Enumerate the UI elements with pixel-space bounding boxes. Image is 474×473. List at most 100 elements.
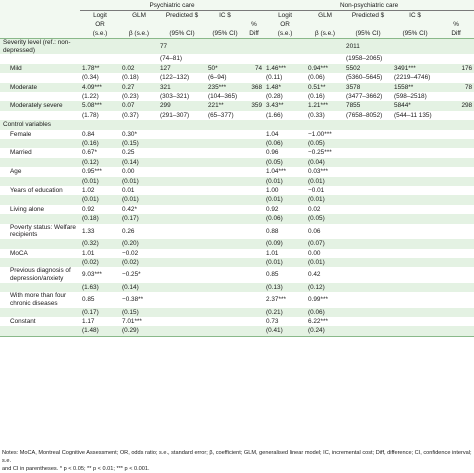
psych-glm-cell: 0.00 bbox=[120, 167, 158, 177]
psych-glm-cell bbox=[120, 120, 158, 130]
psych-predicted-cell bbox=[158, 148, 206, 158]
psych-logit-cell bbox=[80, 38, 120, 55]
nonpsych-logit-cell: 3.43** bbox=[264, 101, 307, 111]
nonpsych-logit-cell: (0.41) bbox=[264, 326, 307, 337]
table-row: (1.63) (0.14) (0.13) (0.12) bbox=[0, 282, 474, 293]
psych-glm-cell: (0.01) bbox=[120, 176, 158, 187]
table-row: (0.02) (0.02) (0.01) (0.01) bbox=[0, 257, 474, 268]
table-row: (0.01) (0.01) (0.01) (0.01) bbox=[0, 176, 474, 187]
psych-ic-cell: 221** bbox=[206, 101, 244, 111]
nonpsych-diff-cell bbox=[438, 167, 474, 177]
psych-predicted-cell: 77 bbox=[158, 38, 206, 55]
nonpsych-diff-cell bbox=[438, 292, 474, 308]
row-label: Married bbox=[0, 148, 80, 158]
psych-predicted-cell bbox=[158, 139, 206, 149]
nonpsych-glm-cell bbox=[306, 38, 345, 55]
psych-ic-cell bbox=[206, 307, 244, 317]
nonpsych-diff-header: Diff bbox=[438, 29, 474, 39]
psych-diff-cell bbox=[244, 73, 265, 83]
psych-ic-cell bbox=[206, 239, 244, 249]
table-row: (74–81) (1958–2065) bbox=[0, 54, 474, 64]
nonpsych-ic-cell: (544–11 135) bbox=[392, 110, 439, 121]
psych-diff-cell bbox=[244, 282, 265, 293]
psych-ic-cell bbox=[206, 139, 244, 149]
psych-logit-cell: (0.01) bbox=[80, 176, 120, 187]
psych-diff-cell bbox=[244, 195, 265, 205]
nonpsych-diff-cell: 78 bbox=[438, 82, 474, 93]
psych-predicted-cell bbox=[158, 267, 206, 283]
psych-ic-cell bbox=[206, 316, 244, 327]
psych-glm-cell: (0.37) bbox=[120, 110, 158, 121]
nonpsych-ic-cell bbox=[392, 282, 439, 293]
nonpsych-logit-cell: (0.01) bbox=[264, 195, 307, 205]
nonpsych-logit-cell bbox=[264, 120, 307, 130]
row-label: Living alone bbox=[0, 204, 80, 215]
nonpsych-predicted-header: Predicted $ bbox=[344, 10, 393, 20]
nonpsych-glm-cell: 0.94*** bbox=[306, 63, 345, 74]
nonpsych-predicted-cell bbox=[344, 326, 393, 337]
psych-predicted-cell bbox=[158, 316, 206, 327]
nonpsych-logit-cell: 1.01 bbox=[264, 248, 307, 258]
nonpsych-predicted-cell: 3578 bbox=[344, 82, 393, 93]
psych-predicted-cell bbox=[158, 223, 206, 240]
nonpsych-predicted-cell bbox=[344, 195, 393, 205]
psych-logit-cell: 0.84 bbox=[80, 129, 120, 140]
nonpsych-ic-cell bbox=[392, 139, 439, 149]
nonpsych-logit-cell: (0.01) bbox=[264, 176, 307, 187]
psych-glm-cell: 0.02 bbox=[120, 63, 158, 74]
nonpsych-glm-cell: (0.06) bbox=[306, 307, 345, 317]
row-label bbox=[0, 73, 80, 83]
nonpsych-predicted-cell bbox=[344, 186, 393, 196]
table-row: Previous diagnosis of depression/anxiety… bbox=[0, 267, 474, 283]
table-row: (0.01) (0.01) (0.01) (0.01) bbox=[0, 195, 474, 205]
notes-line-1: Notes: MoCA, Montreal Cognitive Assessme… bbox=[2, 450, 472, 464]
table-row: (1.48) (0.29) (0.41) (0.24) bbox=[0, 326, 474, 337]
psych-logit-cell: (0.34) bbox=[80, 73, 120, 83]
table-row: (0.12) (0.14) (0.05) (0.04) bbox=[0, 157, 474, 168]
psych-glm-cell: (0.14) bbox=[120, 282, 158, 293]
nonpsych-diff-cell: 298 bbox=[438, 101, 474, 111]
row-label bbox=[0, 176, 80, 187]
nonpsych-ic-cell bbox=[392, 120, 439, 130]
nonpsych-predicted-cell bbox=[344, 307, 393, 317]
row-label bbox=[0, 239, 80, 249]
nonpsych-diff-cell bbox=[438, 186, 474, 196]
psych-diff-cell: 74 bbox=[244, 63, 265, 74]
nonpsych-logit-cell: (0.11) bbox=[264, 73, 307, 83]
nonpsych-ic-cell bbox=[392, 204, 439, 215]
nonpsych-diff-cell bbox=[438, 176, 474, 187]
nonpsych-predicted-cell bbox=[344, 139, 393, 149]
nonpsych-logit-cell: (0.06) bbox=[264, 214, 307, 224]
table-row: (0.34) (0.18) (122–132) (6–94) (0.11) (0.06)(… bbox=[0, 73, 474, 83]
notes-line-2: and CI in parentheses. * p < 0.05; ** p … bbox=[2, 466, 150, 472]
nonpsych-logit-cell: 1.46*** bbox=[264, 63, 307, 74]
psych-predicted-cell: (303–321) bbox=[158, 92, 206, 102]
psych-diff-cell bbox=[244, 214, 265, 224]
psych-glm-cell: (0.15) bbox=[120, 307, 158, 317]
table-row: (0.17) (0.15) (0.21) (0.06) bbox=[0, 307, 474, 317]
psych-logit-cell: (0.01) bbox=[80, 195, 120, 205]
psych-diff-cell bbox=[244, 167, 265, 177]
nonpsych-predicted-cell bbox=[344, 120, 393, 130]
table-row: (0.16) (0.15) (0.06) (0.05) bbox=[0, 139, 474, 149]
psych-logit-cell: (0.12) bbox=[80, 157, 120, 168]
psych-diff-cell bbox=[244, 257, 265, 268]
nonpsych-ic-cell bbox=[392, 129, 439, 140]
nonpsych-or-header: OR bbox=[264, 20, 307, 29]
table-body: Severity level (ref.: non-depressed) 77 20… bbox=[0, 38, 474, 337]
psych-diff-cell bbox=[244, 186, 265, 196]
row-label: Control variables bbox=[0, 120, 80, 130]
nonpsych-predicted-cell bbox=[344, 239, 393, 249]
nonpsych-diff-cell bbox=[438, 129, 474, 140]
psych-ic-cell bbox=[206, 214, 244, 224]
psych-predicted-cell: 127 bbox=[158, 63, 206, 74]
nonpsych-diff-cell bbox=[438, 267, 474, 283]
psych-logit-cell: (0.16) bbox=[80, 139, 120, 149]
nonpsych-ic-cell bbox=[392, 316, 439, 327]
row-label: MoCA bbox=[0, 248, 80, 258]
nonpsych-logit-header: Logit bbox=[264, 10, 307, 20]
nonpsych-logit-cell bbox=[264, 54, 307, 64]
nonpsych-predicted-cell bbox=[344, 148, 393, 158]
row-label bbox=[0, 157, 80, 168]
nonpsych-predicted-cell: 2011 bbox=[344, 38, 393, 55]
